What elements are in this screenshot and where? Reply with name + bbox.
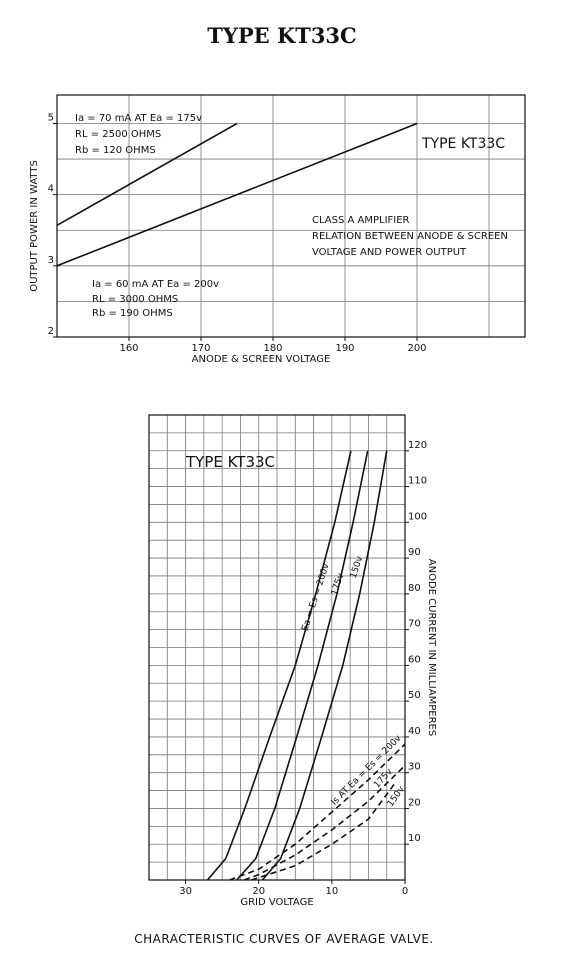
x-axis-label: GRID VOLTAGE: [240, 897, 313, 908]
page-title: TYPE KT33C: [207, 23, 357, 48]
annotation: Rb = 190 OHMS: [92, 308, 173, 319]
curve-label: Ea = Es = 200v: [300, 562, 332, 633]
y-tick-label: 10: [408, 833, 421, 844]
x-tick-label: 200: [407, 343, 426, 354]
annotation: RELATION BETWEEN ANODE & SCREEN: [312, 231, 508, 242]
curve: [243, 764, 406, 881]
y-tick-label: 80: [408, 583, 421, 594]
annotation: VOLTAGE AND POWER OUTPUT: [312, 247, 467, 258]
y-tick-label: 70: [408, 619, 421, 630]
annotation: Rb = 120 OHMS: [75, 145, 156, 156]
y-tick-label: 60: [408, 654, 421, 665]
curve: [206, 450, 352, 881]
curve-label: 150v: [386, 784, 407, 809]
plot-frame: [148, 414, 406, 881]
y-tick-label: 90: [408, 547, 421, 558]
caption: CHARACTERISTIC CURVES OF AVERAGE VALVE.: [134, 932, 433, 946]
annotation: RL = 3000 OHMS: [92, 294, 178, 305]
annotation: CLASS A AMPLIFIER: [312, 215, 410, 226]
y-tick-label: 40: [408, 726, 421, 737]
y-axis-label: ANODE CURRENT IN MILLIAMPERES: [426, 559, 437, 736]
x-tick-label: 180: [263, 343, 282, 354]
plot-frame: [56, 94, 526, 338]
curve: [236, 450, 369, 881]
y-tick-label: 30: [408, 762, 421, 773]
curve: [251, 782, 396, 881]
x-tick-label: 170: [191, 343, 210, 354]
curve: [229, 743, 406, 881]
y-tick-label: 120: [408, 440, 427, 451]
annotation: Ia = 60 mA AT Ea = 200v: [92, 279, 219, 290]
annotation: TYPE KT33C: [185, 453, 275, 471]
curve: [56, 122, 238, 226]
x-tick-label: 190: [335, 343, 354, 354]
y-tick-label: 3: [48, 255, 54, 266]
curve: [261, 450, 388, 881]
x-tick-label: 0: [402, 886, 408, 897]
x-tick-label: 10: [325, 886, 338, 897]
curve: [56, 122, 418, 267]
y-tick-label: 5: [48, 112, 54, 123]
annotation: RL = 2500 OHMS: [75, 129, 161, 140]
x-tick-label: 30: [179, 886, 192, 897]
x-axis-label: ANODE & SCREEN VOLTAGE: [192, 354, 331, 365]
y-tick-label: 50: [408, 690, 421, 701]
y-tick-label: 110: [408, 476, 427, 487]
annotation: TYPE KT33C: [421, 136, 505, 152]
y-tick-label: 4: [48, 184, 54, 195]
x-tick-label: 20: [252, 886, 265, 897]
x-tick-label: 160: [119, 343, 138, 354]
curve-label: 175v: [330, 571, 347, 596]
annotation: Ia = 70 mA AT Ea = 175v: [75, 113, 202, 124]
y-axis-label: OUTPUT POWER IN WATTS: [29, 160, 40, 292]
y-tick-label: 20: [408, 797, 421, 808]
y-tick-label: 2: [48, 326, 54, 337]
y-tick-label: 100: [408, 511, 427, 522]
